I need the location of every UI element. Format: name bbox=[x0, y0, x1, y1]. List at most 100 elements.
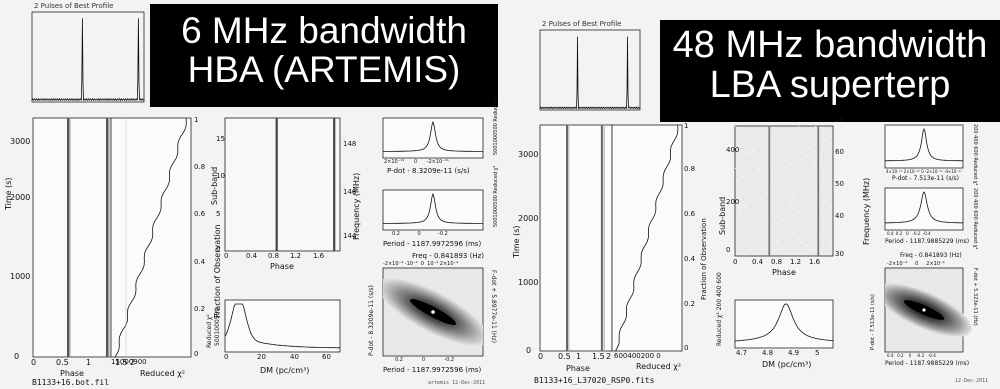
freq-tick-1: 146 bbox=[343, 188, 357, 196]
time-tick-2: 2000 bbox=[10, 193, 31, 202]
noise-pixel bbox=[762, 248, 763, 249]
time-tick-3: 3000 bbox=[10, 137, 31, 146]
phase-tick-3: 1.5 bbox=[115, 358, 128, 367]
noise-pixel bbox=[808, 164, 809, 165]
noise-pixel bbox=[798, 126, 799, 127]
noise-pixel bbox=[794, 133, 795, 134]
freq-tick-1: 40 bbox=[835, 212, 844, 220]
dm-frame bbox=[224, 299, 341, 353]
noise-pixel bbox=[756, 247, 757, 248]
noise-pixel bbox=[775, 232, 776, 233]
map-bottom-label: Period - 1187.9972596 (ms) bbox=[383, 366, 482, 374]
noise-pixel bbox=[784, 202, 785, 203]
noise-pixel bbox=[746, 188, 747, 189]
noise-pixel bbox=[739, 247, 740, 248]
right-banner-line-2: LBA superterp bbox=[709, 63, 951, 106]
noise-pixel bbox=[761, 159, 762, 160]
noise-pixel bbox=[792, 253, 793, 254]
noise-pixel bbox=[746, 209, 747, 210]
noise-pixel bbox=[760, 240, 761, 241]
pdot-label: P-dot - 8.3209e-11 (s/s) bbox=[387, 167, 470, 175]
noise-pixel bbox=[808, 185, 809, 186]
noise-pixel bbox=[830, 139, 831, 140]
noise-pixel bbox=[755, 200, 756, 201]
right-prepfold-plots bbox=[539, 29, 973, 353]
noise-pixel bbox=[742, 237, 743, 238]
noise-pixel bbox=[795, 243, 796, 244]
map-bottom-ticks: 0.2 0 -0.2 bbox=[395, 357, 455, 363]
phase-tick-2: 1 bbox=[576, 352, 582, 361]
noise-pixel bbox=[801, 202, 802, 203]
noise-pixel bbox=[819, 184, 820, 185]
noise-pixel bbox=[740, 208, 741, 209]
noise-pixel bbox=[756, 161, 757, 162]
frac-tick-4: 0.8 bbox=[684, 165, 696, 173]
noise-pixel bbox=[804, 213, 805, 214]
noise-pixel bbox=[737, 218, 738, 219]
dm-tick-1: 20 bbox=[257, 353, 266, 361]
profile-line bbox=[31, 18, 145, 102]
dm-axis-label: DM (pc/cm³) bbox=[260, 366, 310, 375]
dm-ylabel: Reduced χ² bbox=[206, 314, 213, 348]
frac-tick-2: 0.4 bbox=[684, 255, 696, 263]
noise-pixel bbox=[767, 160, 768, 161]
phase-tick-0: 0 bbox=[538, 352, 544, 361]
noise-pixel bbox=[794, 154, 795, 155]
redchi-axis-ticks: 600400200 0 bbox=[614, 352, 661, 360]
noise-pixel bbox=[810, 214, 811, 215]
noise-pixel bbox=[777, 219, 778, 220]
time-tick-1: 1000 bbox=[10, 272, 31, 281]
noise-pixel bbox=[800, 155, 801, 156]
noise-pixel bbox=[809, 232, 810, 233]
noise-pixel bbox=[771, 239, 772, 240]
freq-header: Freq - 0.841893 (Hz) bbox=[412, 252, 484, 260]
right-banner: 48 MHz bandwidth LBA superterp bbox=[660, 20, 1000, 122]
noise-pixel bbox=[767, 181, 768, 182]
pdot-ticks: 2×10⁻¹¹ 0 -2×10⁻¹¹ bbox=[384, 159, 449, 165]
noise-pixel bbox=[747, 170, 748, 171]
noise-pixel bbox=[770, 150, 771, 151]
noise-pixel bbox=[786, 210, 787, 211]
noise-pixel bbox=[778, 201, 779, 202]
noise-pixel bbox=[773, 140, 774, 141]
noise-pixel bbox=[813, 204, 814, 205]
phase-tick-1: 0.5 bbox=[558, 352, 571, 361]
right-prepfold-panel: 2 Pulses of Best Profile 48 MHz bandwidt… bbox=[500, 0, 1000, 389]
noise-pixel bbox=[812, 243, 813, 244]
noise-pixel bbox=[826, 167, 827, 168]
time-tick-1: 1000 bbox=[518, 278, 539, 287]
noise-pixel bbox=[807, 245, 808, 246]
noise-pixel bbox=[822, 216, 823, 217]
noise-pixel bbox=[827, 128, 828, 129]
noise-pixel bbox=[736, 215, 737, 216]
freq-header-ticks: -2×10⁻⁴ 0 2×10⁻⁴ bbox=[887, 261, 945, 267]
dm-tick-1: 4.8 bbox=[762, 349, 774, 357]
noise-pixel bbox=[751, 249, 752, 250]
footer-stamp: artemis 12-Dec-2011 bbox=[428, 380, 486, 386]
subband-phase-tick-2: 0.8 bbox=[268, 252, 280, 260]
noise-pixel bbox=[803, 252, 804, 253]
dm-tick-2: 4.9 bbox=[788, 349, 800, 357]
frac-tick-4: 0.8 bbox=[194, 163, 206, 171]
noise-pixel bbox=[750, 139, 751, 140]
left-prepfold-panel: 2 Pulses of Best Profile 6 MHz bandwidth… bbox=[0, 0, 500, 389]
noise-pixel bbox=[790, 182, 791, 183]
noise-pixel bbox=[821, 148, 822, 149]
time-phase-stripes bbox=[566, 125, 605, 351]
noise-pixel bbox=[797, 144, 798, 145]
noise-pixel bbox=[753, 150, 754, 151]
noise-pixel bbox=[829, 178, 830, 179]
noise-pixel bbox=[759, 151, 760, 152]
period-curve bbox=[884, 191, 964, 224]
pulse-stripe-1 bbox=[603, 125, 605, 351]
frac-tick-5: 1 bbox=[684, 122, 689, 130]
frac-tick-5: 1 bbox=[194, 116, 199, 124]
profile-frame bbox=[539, 29, 641, 111]
noise-pixel bbox=[740, 187, 741, 188]
noise-pixel bbox=[774, 250, 775, 251]
phase-tick-1: 0.5 bbox=[56, 358, 69, 367]
pdot-label: P-dot - 7.513e-11 (s/s) bbox=[892, 175, 959, 182]
pdot-ylabel: 5001000500 Reduced χ² bbox=[493, 93, 499, 155]
noise-pixel bbox=[770, 192, 771, 193]
noise-pixel bbox=[798, 233, 799, 234]
